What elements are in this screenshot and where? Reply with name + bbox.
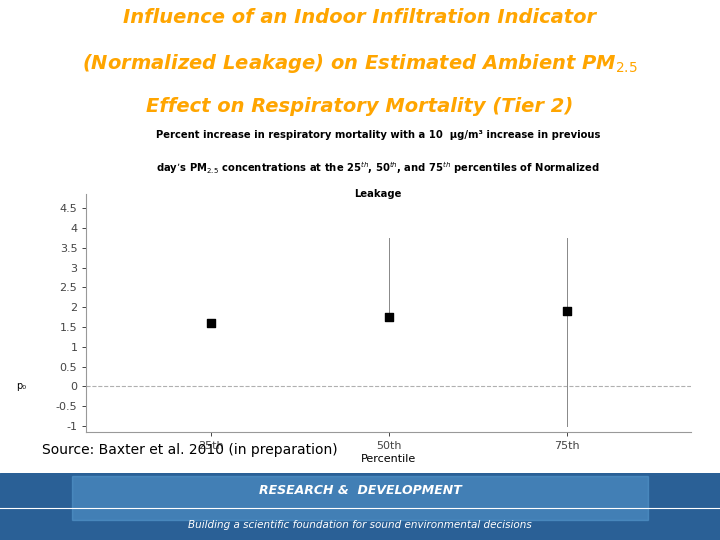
Text: RESEARCH &  DEVELOPMENT: RESEARCH & DEVELOPMENT (258, 483, 462, 497)
Text: Leakage: Leakage (354, 189, 402, 199)
Text: Source: Baxter et al. 2010 (in preparation): Source: Baxter et al. 2010 (in preparati… (42, 443, 338, 457)
Text: (Normalized Leakage) on Estimated Ambient PM$_{2.5}$: (Normalized Leakage) on Estimated Ambien… (82, 52, 638, 76)
Text: p₀: p₀ (16, 381, 26, 391)
Bar (72, 476, 648, 519)
Point (561, 307, 572, 315)
Text: day’s PM$_{2.5}$ concentrations at the 25$^{th}$, 50$^{th}$, and 75$^{th}$ perce: day’s PM$_{2.5}$ concentrations at the 2… (156, 160, 600, 176)
X-axis label: Percentile: Percentile (361, 454, 416, 464)
Text: Influence of an Indoor Infiltration Indicator: Influence of an Indoor Infiltration Indi… (123, 8, 597, 27)
Point (383, 313, 395, 321)
Text: Building a scientific foundation for sound environmental decisions: Building a scientific foundation for sou… (188, 520, 532, 530)
Text: Effect on Respiratory Mortality (Tier 2): Effect on Respiratory Mortality (Tier 2) (146, 97, 574, 116)
Text: Percent increase in respiratory mortality with a 10  μg/m³ increase in previous: Percent increase in respiratory mortalit… (156, 130, 600, 140)
Point (205, 319, 217, 327)
